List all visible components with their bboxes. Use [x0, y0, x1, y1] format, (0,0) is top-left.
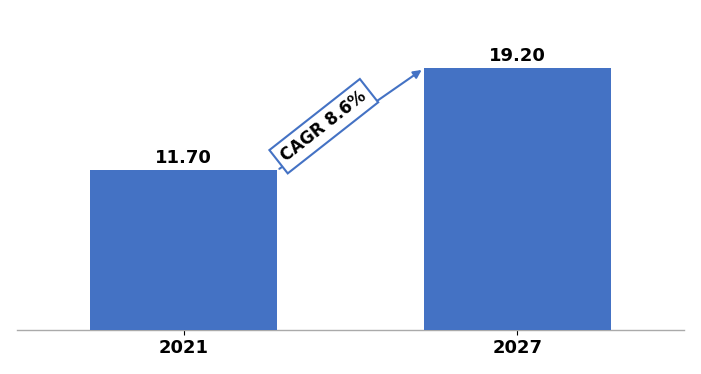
Bar	[424, 68, 611, 329]
Text: 19.20: 19.20	[489, 47, 546, 65]
Bar	[90, 171, 277, 329]
Text: 11.70: 11.70	[155, 149, 212, 167]
Text: CAGR 8.6%: CAGR 8.6%	[278, 87, 370, 165]
